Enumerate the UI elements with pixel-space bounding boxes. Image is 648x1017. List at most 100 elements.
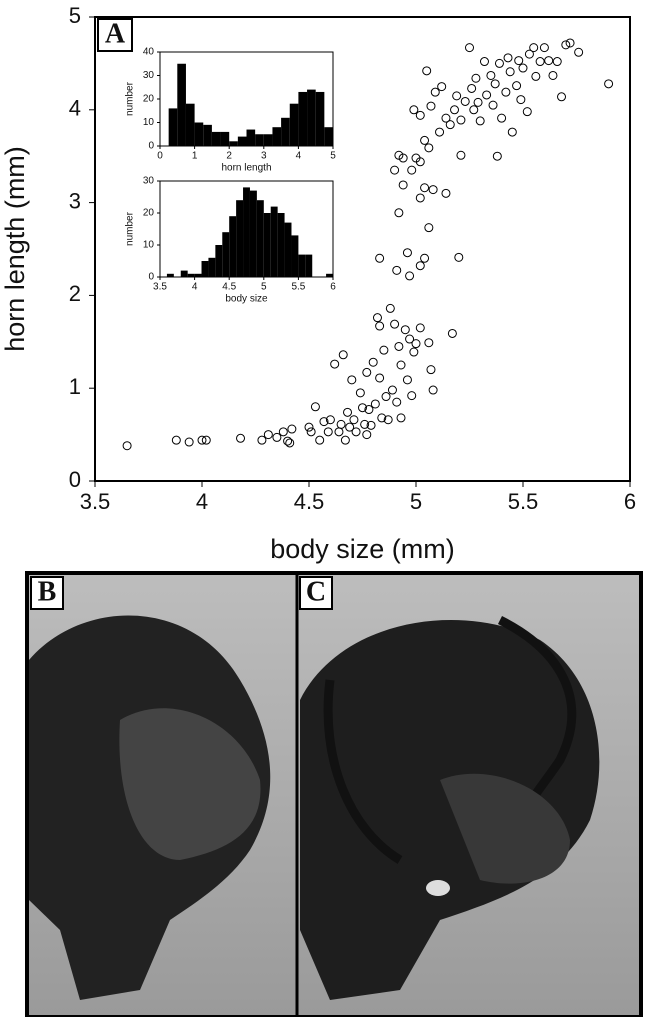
point bbox=[452, 91, 462, 101]
bar bbox=[326, 273, 333, 277]
point bbox=[535, 57, 545, 67]
point bbox=[486, 70, 496, 80]
panel-label: B bbox=[38, 576, 57, 607]
point bbox=[171, 435, 181, 445]
bar bbox=[298, 254, 306, 277]
point bbox=[396, 360, 406, 370]
panel-label: A bbox=[105, 18, 126, 49]
point bbox=[330, 359, 340, 369]
bar bbox=[236, 200, 244, 277]
point bbox=[482, 90, 492, 100]
bar bbox=[201, 261, 209, 277]
point bbox=[338, 350, 348, 360]
point bbox=[565, 38, 575, 48]
point bbox=[465, 43, 474, 53]
point bbox=[236, 433, 246, 443]
y-tick-label: 1 bbox=[69, 374, 81, 399]
point bbox=[441, 113, 451, 123]
x-tick-label: 5.5 bbox=[291, 282, 305, 293]
x-tick-label: 3.5 bbox=[80, 489, 111, 514]
bar bbox=[180, 270, 188, 277]
y-tick-label: 0 bbox=[69, 467, 81, 492]
point bbox=[469, 105, 479, 115]
point bbox=[201, 435, 211, 445]
point bbox=[383, 415, 393, 425]
point bbox=[306, 427, 316, 437]
point bbox=[315, 435, 325, 445]
point bbox=[460, 96, 470, 106]
point bbox=[392, 397, 402, 407]
point bbox=[347, 375, 357, 385]
point bbox=[304, 422, 314, 432]
bar bbox=[277, 213, 285, 277]
bar bbox=[246, 129, 256, 146]
point bbox=[512, 81, 522, 91]
point bbox=[364, 405, 374, 415]
point bbox=[375, 321, 385, 331]
point bbox=[479, 57, 489, 67]
point bbox=[471, 73, 481, 83]
point bbox=[349, 415, 359, 425]
point bbox=[366, 420, 376, 430]
point bbox=[394, 341, 404, 351]
x-tick-label: 5 bbox=[410, 489, 422, 514]
point bbox=[343, 407, 353, 417]
point bbox=[552, 57, 562, 67]
point bbox=[415, 193, 425, 203]
point bbox=[422, 66, 432, 76]
point bbox=[415, 157, 425, 167]
point bbox=[122, 441, 132, 451]
point bbox=[604, 79, 614, 89]
point bbox=[420, 253, 430, 263]
point bbox=[272, 432, 282, 442]
point bbox=[336, 419, 346, 429]
point bbox=[323, 427, 333, 437]
point bbox=[507, 127, 517, 137]
bar bbox=[229, 141, 238, 146]
point bbox=[450, 105, 460, 115]
point bbox=[402, 375, 412, 385]
point bbox=[278, 427, 288, 437]
point bbox=[405, 271, 415, 281]
bar bbox=[305, 254, 313, 277]
bar bbox=[255, 134, 264, 146]
plot-frame bbox=[94, 16, 631, 482]
point bbox=[497, 113, 507, 123]
bar bbox=[272, 127, 282, 146]
y-tick-label: 10 bbox=[143, 240, 155, 251]
point bbox=[370, 399, 380, 409]
point bbox=[531, 71, 541, 81]
bar bbox=[289, 103, 299, 146]
bar bbox=[281, 117, 290, 146]
plot-frame bbox=[159, 180, 334, 278]
bar bbox=[211, 131, 221, 146]
point bbox=[387, 385, 397, 395]
point bbox=[544, 56, 554, 66]
point bbox=[514, 56, 524, 66]
bar bbox=[270, 206, 278, 277]
y-tick-label: 0 bbox=[148, 272, 154, 283]
point bbox=[184, 437, 194, 447]
point bbox=[409, 105, 419, 115]
point bbox=[411, 339, 421, 349]
point bbox=[400, 325, 410, 335]
point bbox=[415, 110, 425, 120]
y-tick-label: 2 bbox=[69, 281, 81, 306]
point bbox=[283, 436, 293, 446]
point bbox=[355, 388, 365, 398]
bar bbox=[229, 216, 237, 277]
point bbox=[441, 188, 451, 198]
point bbox=[377, 413, 387, 423]
point bbox=[488, 100, 498, 110]
point bbox=[420, 183, 430, 193]
y-tick-label: 3 bbox=[69, 188, 81, 213]
point bbox=[467, 83, 477, 93]
y-tick-label: 0 bbox=[148, 141, 154, 152]
bar bbox=[307, 89, 316, 146]
point bbox=[319, 417, 329, 427]
point bbox=[561, 40, 571, 50]
bar bbox=[291, 235, 299, 277]
bar bbox=[298, 91, 308, 146]
point bbox=[358, 403, 367, 413]
bar bbox=[263, 213, 271, 277]
